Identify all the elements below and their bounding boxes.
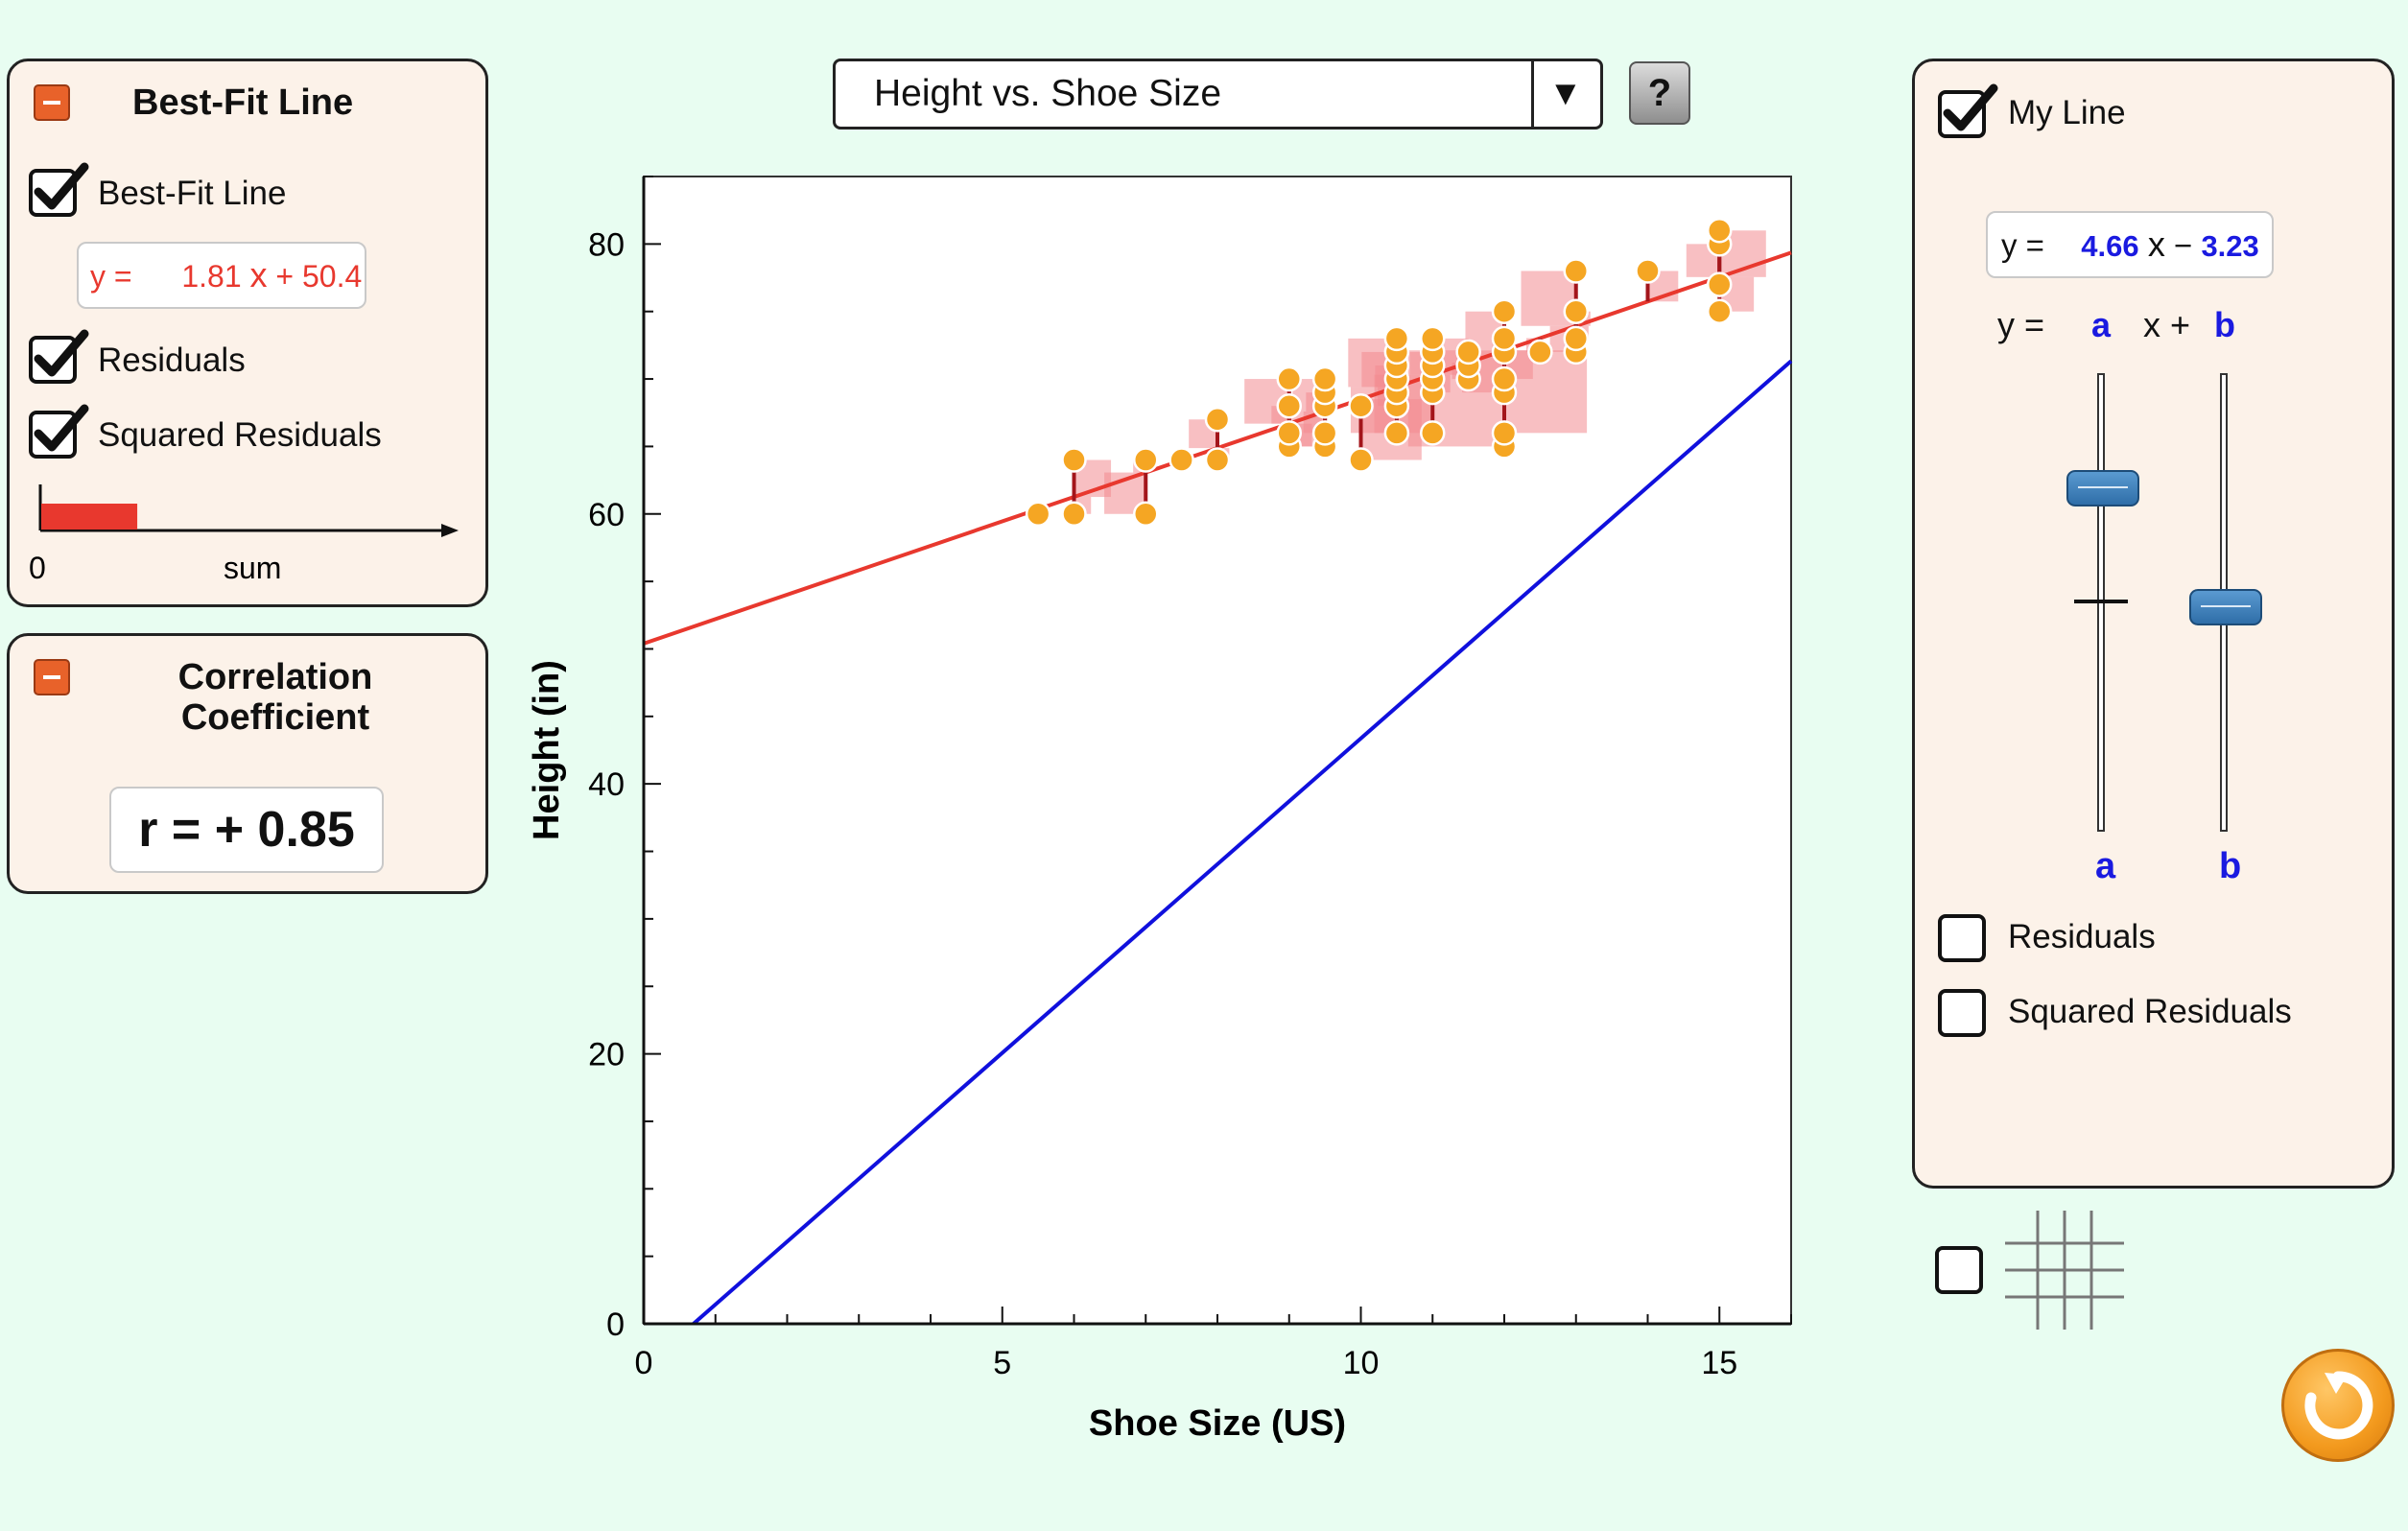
data-point[interactable]	[1491, 298, 1518, 324]
data-point[interactable]	[1491, 365, 1518, 392]
intercept-slider[interactable]	[2187, 373, 2264, 832]
sum-bar-sum-label: sum	[224, 551, 281, 585]
my-line-residuals-label: Residuals	[2008, 918, 2156, 955]
slope-slider-thumb[interactable]	[2066, 469, 2139, 506]
chevron-down-icon[interactable]: ▼	[1548, 73, 1583, 112]
slope-slider[interactable]	[2065, 373, 2141, 832]
data-point[interactable]	[1204, 447, 1231, 473]
x-tick-label: 10	[1343, 1345, 1380, 1381]
collapse-best-fit-button[interactable]	[34, 84, 70, 121]
y-tick-label: 20	[588, 1037, 625, 1073]
correlation-value: r = + 0.85	[109, 787, 384, 873]
data-point[interactable]	[1348, 447, 1374, 473]
best-fit-panel: Best-Fit Line Best-Fit Line y = 1.81 x +…	[7, 59, 488, 607]
data-point[interactable]	[1563, 258, 1589, 284]
best-fit-equation: y = 1.81 x + 50.4	[77, 242, 366, 309]
best-fit-residuals-label: Residuals	[98, 342, 246, 379]
my-line-squared-residuals-checkbox[interactable]	[1938, 989, 1986, 1037]
reset-button[interactable]	[2281, 1349, 2395, 1462]
my-line-equation: y = 4.66 x − 3.23	[1986, 211, 2274, 278]
checkmark-icon	[1943, 83, 1998, 131]
my-line-panel: My Line y = 4.66 x − 3.23 y = a x + b a …	[1912, 59, 2395, 1189]
data-point[interactable]	[1204, 407, 1231, 433]
collapse-correlation-button[interactable]	[34, 659, 70, 695]
dataset-select-divider	[1531, 61, 1534, 127]
grid-toggle-checkbox[interactable]	[1935, 1246, 1983, 1294]
my-line-parameter-row: y = a x + b	[1997, 305, 2235, 344]
best-fit-residuals-checkbox[interactable]	[29, 329, 89, 384]
data-point[interactable]	[1420, 325, 1446, 352]
data-point[interactable]	[1455, 339, 1481, 365]
help-button[interactable]: ?	[1629, 61, 1690, 125]
y-axis-label: Height (in)	[527, 660, 567, 840]
plot-area	[643, 176, 1792, 1325]
data-point[interactable]	[1348, 392, 1374, 419]
data-point[interactable]	[1133, 501, 1159, 528]
x-axis-label: Shoe Size (US)	[1089, 1403, 1346, 1444]
checkmark-icon	[34, 329, 89, 377]
data-point[interactable]	[1276, 365, 1302, 392]
my-line-squared-residuals-label: Squared Residuals	[2008, 993, 2292, 1030]
data-point[interactable]	[1311, 420, 1338, 446]
checkmark-icon	[34, 404, 89, 452]
slope-slider-zero-tick	[2074, 600, 2128, 603]
y-tick-label: 40	[588, 766, 625, 803]
y-tick-label: 80	[588, 226, 625, 263]
best-fit-squared-residuals-label: Squared Residuals	[98, 416, 382, 454]
data-point[interactable]	[1061, 501, 1087, 528]
dataset-select[interactable]: Height vs. Shoe Size ▼	[833, 59, 1603, 130]
best-fit-squared-residuals-checkbox[interactable]	[29, 404, 89, 459]
slope-slider-label: a	[2095, 846, 2116, 886]
data-point[interactable]	[1491, 420, 1518, 446]
reset-icon	[2304, 1371, 2373, 1440]
y-tick-label: 60	[588, 497, 625, 533]
data-point[interactable]	[1707, 218, 1733, 244]
sum-bar-arrow-icon	[441, 524, 459, 537]
x-tick-label: 5	[993, 1345, 1011, 1381]
data-point[interactable]	[1133, 447, 1159, 473]
data-point[interactable]	[1527, 339, 1553, 365]
data-point[interactable]	[1707, 271, 1733, 297]
intercept-slider-thumb[interactable]	[2189, 588, 2262, 625]
data-point[interactable]	[1491, 325, 1518, 352]
sum-bar-zero-label: 0	[29, 551, 46, 585]
data-point[interactable]	[1311, 365, 1338, 392]
best-fit-line-checkbox-label: Best-Fit Line	[98, 175, 287, 212]
data-point[interactable]	[1563, 325, 1589, 352]
intercept-slider-label: b	[2219, 846, 2242, 886]
grid-icon	[2005, 1211, 2124, 1330]
data-point[interactable]	[1383, 325, 1410, 352]
data-point[interactable]	[1276, 392, 1302, 419]
data-point[interactable]	[1635, 258, 1661, 284]
data-point[interactable]	[1169, 447, 1194, 473]
my-line-checkbox[interactable]	[1938, 83, 1998, 138]
data-point[interactable]	[1383, 420, 1410, 446]
sum-bar-chart: 0 sum	[29, 484, 459, 585]
dataset-select-value: Height vs. Shoe Size	[874, 73, 1222, 114]
correlation-panel: Correlation Coefficient r = + 0.85	[7, 633, 488, 894]
x-tick-label: 15	[1701, 1345, 1737, 1381]
help-icon: ?	[1647, 72, 1672, 114]
data-point[interactable]	[1563, 298, 1589, 324]
x-tick-label: 0	[635, 1345, 653, 1381]
my-line-residuals-checkbox[interactable]	[1938, 914, 1986, 962]
correlation-title: Correlation Coefficient	[177, 657, 373, 738]
my-line-label: My Line	[2008, 94, 2126, 131]
y-tick-label: 0	[606, 1307, 625, 1343]
data-point[interactable]	[1420, 420, 1446, 446]
data-point[interactable]	[1061, 447, 1087, 473]
sum-bar-fill	[41, 504, 138, 530]
best-fit-line-checkbox[interactable]	[29, 162, 89, 217]
checkmark-icon	[34, 162, 89, 210]
data-point[interactable]	[1276, 420, 1302, 446]
best-fit-panel-title: Best-Fit Line	[132, 82, 354, 123]
data-point[interactable]	[1707, 298, 1733, 324]
my-line	[692, 359, 1793, 1326]
data-point[interactable]	[1025, 501, 1051, 528]
